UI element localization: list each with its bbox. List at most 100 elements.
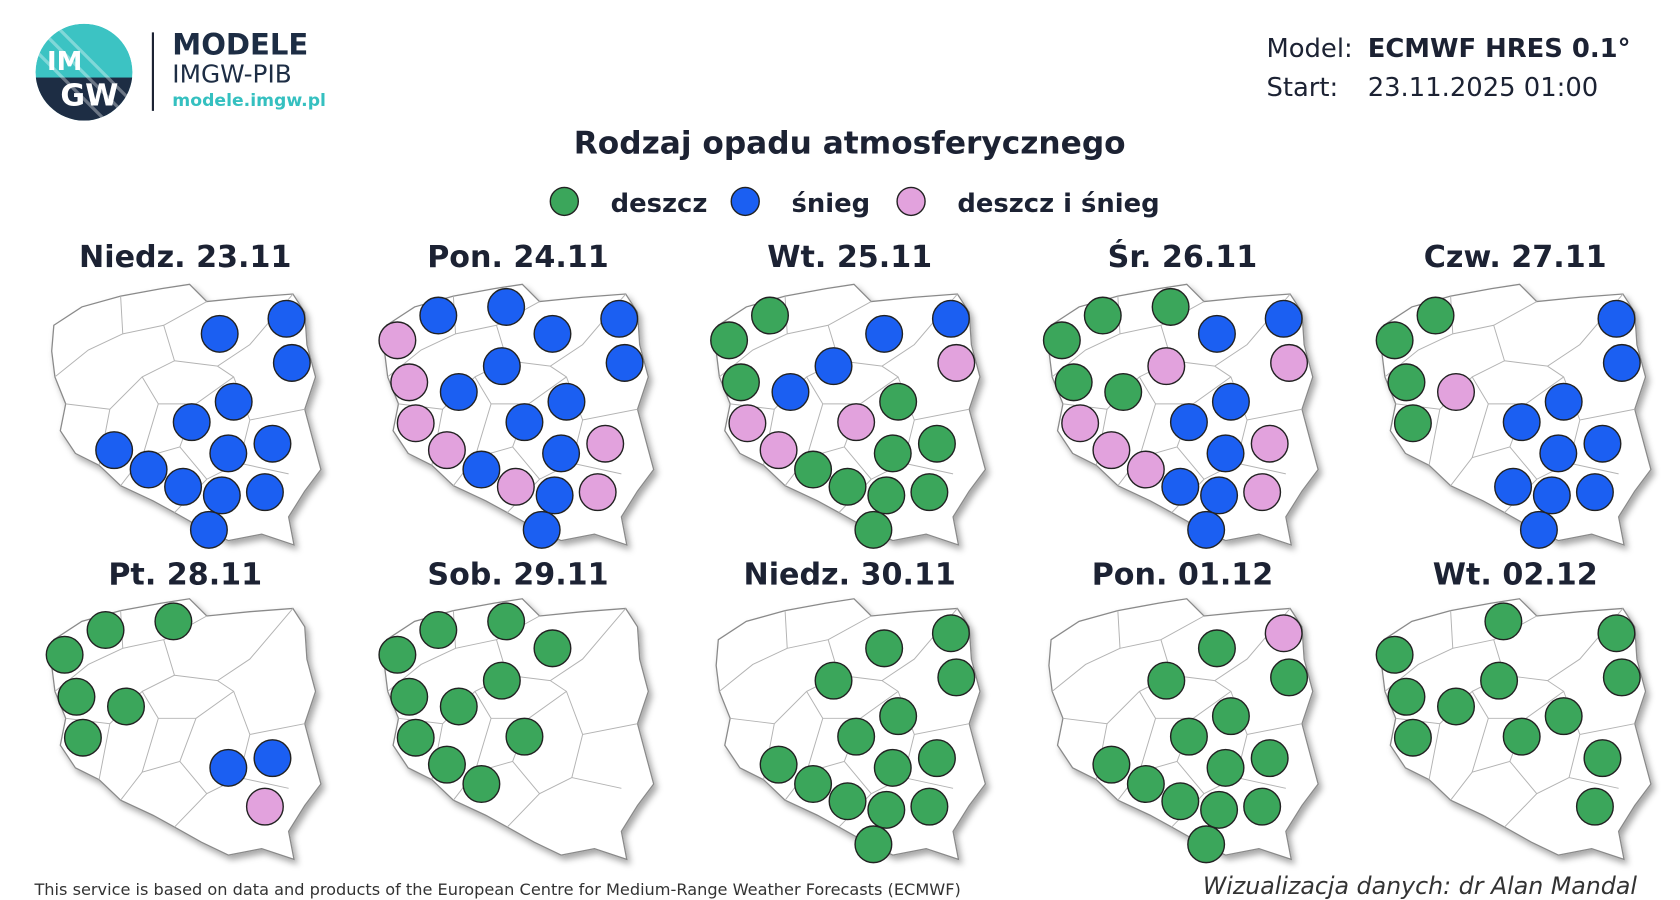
precip-dot (1147, 347, 1186, 386)
panel-title: Pon. 24.11 (427, 240, 609, 275)
precip-dot (1602, 343, 1641, 382)
panel: Czw. 27.11 (1375, 240, 1651, 549)
precip-dot (496, 467, 535, 506)
precip-dot (189, 510, 228, 549)
precip-dot (45, 635, 84, 674)
precip-dot (828, 467, 867, 506)
panel-title: Pon. 01.12 (1092, 558, 1274, 593)
precip-dot (1243, 473, 1282, 512)
precip-dot (867, 790, 906, 829)
precip-dot (1480, 661, 1519, 700)
precip-dot (1270, 658, 1309, 697)
precip-dot (1393, 404, 1432, 443)
panel: Śr. 26.11 (1042, 238, 1319, 549)
precip-dot (1206, 748, 1245, 787)
precip-dot (728, 404, 767, 443)
legend-label: śnieg (792, 189, 871, 219)
precip-dot (245, 787, 284, 826)
precip-dot (1092, 431, 1131, 470)
precip-dot (419, 296, 458, 335)
precip-dot (1502, 403, 1541, 442)
precip-dot (854, 510, 893, 549)
title: Rodzaj opadu atmosferycznego (574, 125, 1126, 161)
panel: Pon. 24.11 (378, 240, 654, 549)
precip-dot (1264, 614, 1303, 653)
precip-dot (1575, 787, 1614, 826)
precip-dot (547, 382, 586, 421)
precip-dot (1264, 299, 1303, 338)
panel-title: Wt. 25.11 (767, 240, 932, 275)
precip-dot (1197, 314, 1236, 353)
precip-dot (1583, 424, 1622, 463)
precip-dot (721, 363, 760, 402)
precip-dot (267, 299, 306, 338)
precip-dot (873, 434, 912, 473)
precip-dot (390, 363, 429, 402)
precip-dot (828, 782, 867, 821)
precip-dot (586, 424, 625, 463)
legend-swatch (549, 186, 580, 217)
legend: deszcz śnieg deszcz i śnieg (549, 186, 1160, 219)
panel-title: Wt. 02.12 (1433, 558, 1598, 593)
precip-dot (750, 296, 790, 335)
precip-dot (794, 764, 833, 804)
panel-title: Niedz. 30.11 (743, 558, 955, 593)
precip-dot (439, 687, 478, 726)
precip-dot (245, 473, 284, 512)
precip-dot (837, 717, 876, 756)
legend-label: deszcz i śnieg (957, 189, 1159, 219)
precip-dot (1083, 296, 1122, 335)
start: 23.11.2025 01:00 (1368, 73, 1599, 103)
model-label: Model: (1266, 34, 1352, 64)
precip-dot (879, 382, 918, 421)
precip-dot (164, 467, 203, 506)
precip-dot (439, 372, 478, 412)
precip-dot (1092, 745, 1131, 784)
source-note: This service is based on data and produc… (33, 880, 960, 899)
brand: MODELE (172, 27, 308, 61)
panel-title: Sob. 29.11 (427, 558, 608, 593)
precip-dot (1387, 677, 1426, 716)
precip-dot (462, 450, 501, 489)
precip-dot (1061, 404, 1100, 443)
precip-dot (396, 404, 435, 443)
precip-dot (1502, 717, 1541, 756)
legend-label: deszcz (611, 189, 708, 219)
precip-dot (1387, 363, 1426, 402)
precip-dot (427, 431, 466, 470)
precip-dot (522, 510, 561, 549)
panel: Sob. 29.11 (378, 558, 654, 860)
brand-sub: IMGW-PIB (172, 59, 291, 88)
precip-dot (1054, 363, 1093, 402)
precip-dot (172, 403, 211, 442)
precip-dot (390, 677, 429, 716)
precip-dot (578, 473, 617, 512)
precip-dot (1211, 697, 1250, 736)
panel: Pon. 01.12 (1049, 558, 1318, 864)
precip-dot (937, 658, 976, 697)
panel: Wt. 25.11 (710, 240, 986, 549)
precip-dot (200, 314, 239, 353)
precip-dot (910, 473, 949, 512)
precip-dot (1147, 661, 1186, 700)
start-label: Start: (1266, 73, 1338, 103)
precip-dot (106, 687, 146, 726)
precip-dot (1436, 372, 1476, 412)
precip-dot (931, 614, 970, 653)
precip-dot (253, 424, 292, 463)
precip-dot (487, 287, 526, 326)
precip-dot (1416, 296, 1455, 335)
precip-dot (1161, 467, 1200, 506)
precip-dot (1539, 434, 1578, 473)
precip-dot (771, 372, 810, 412)
precip-dot (505, 717, 544, 756)
panel-title: Śr. 26.11 (1108, 238, 1258, 275)
precip-dot (1211, 382, 1250, 421)
legend-swatch (896, 186, 926, 217)
precip-dot (1575, 473, 1614, 512)
precip-dot (1151, 287, 1190, 326)
precip-dot (931, 299, 970, 338)
precip-dot (1532, 476, 1571, 515)
precip-dot (879, 697, 918, 736)
